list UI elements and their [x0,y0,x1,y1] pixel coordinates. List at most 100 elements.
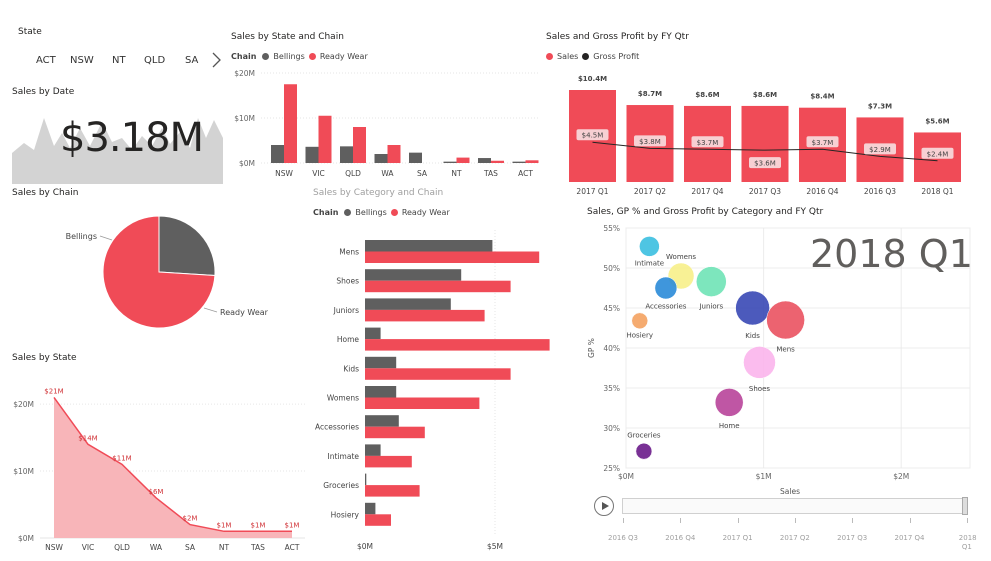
data-label-gp: $3.6M [754,160,776,168]
scatter-label: Mens [776,346,795,354]
scatter-title: Sales, GP % and Gross Profit by Category… [587,207,824,217]
data-label-sales: $10.4M [578,75,607,83]
scatter-label: Home [719,422,740,430]
x-tick-label: NSW [275,169,293,178]
sales-by-state-area-chart: $0M $10M $20M $21M NSW $14M VIC $11M QLD $6M WA $2M… [13,387,305,552]
data-label-gp: $3.7M [812,139,834,147]
scatter-point-groceries [635,442,653,460]
data-label-gp: $4.5M [582,132,604,140]
data-label: $1M [285,521,300,529]
legend-dot-sales [546,53,553,60]
x-tick-label: NSW [45,543,63,552]
category-title: Sales by Category and Chain [313,188,444,198]
bar-bellings [512,161,526,163]
data-label-sales: $8.6M [695,91,719,99]
state-chain-title: Sales by State and Chain [231,32,344,42]
play-axis-tick-label: 2017 Q2 [779,534,810,542]
bar-bellings [305,146,319,163]
legend-gp: Gross Profit [593,52,640,61]
y-tick-label: Accessories [315,423,359,432]
legend-bellings: Bellings [273,52,305,61]
bar-ready-wear [365,280,511,293]
legend-dot-bellings [262,53,270,60]
y-tick-label: 50% [603,264,620,273]
data-label-gp: $3.8M [639,138,661,146]
data-label: $2M [183,515,198,523]
sales-by-chain-pie: Bellings Ready Wear [66,215,269,329]
play-axis-tick-label: 2018 Q1 [958,534,977,551]
state-slicer-title: State [18,27,42,37]
play-axis-tick-label: 2017 Q4 [894,534,925,542]
legend-label: Chain [231,52,257,61]
y-tick-label: Home [337,335,360,344]
y-tick-label: Shoes [336,277,359,286]
play-axis-tick [794,518,796,523]
sales-by-date-sparkline [12,118,223,184]
category-legend: Chain Bellings Ready Wear [313,208,450,217]
data-label-bg [634,135,666,147]
play-axis-handle[interactable] [962,497,968,515]
play-axis-tick [623,518,624,523]
bar-ready-wear [365,339,550,351]
data-label-gp: $3.7M [697,139,719,147]
y-axis-title: GP % [587,338,596,358]
scatter-point-intimate [639,236,660,257]
fyqtr-title: Sales and Gross Profit by FY Qtr [546,32,689,42]
bar-ready-wear [491,160,504,163]
sales-by-date-title: Sales by Date [12,87,75,97]
sales-by-chain-title: Sales by Chain [12,188,79,198]
legend-bellings: Bellings [355,208,387,217]
y-tick-label: 40% [603,344,620,353]
legend-dot-gp [582,53,590,60]
slicer-item-nt[interactable]: NT [112,55,126,66]
slicer-item-sa[interactable]: SA [185,55,199,66]
x-tick-label: $2M [893,472,909,481]
slicer-item-nsw[interactable]: NSW [70,55,94,66]
bar-ready-wear [365,514,391,526]
scatter-point-shoes [743,346,776,379]
play-axis-tick [680,518,682,523]
data-label-gp: $2.9M [869,146,891,154]
bar-sales [741,105,789,182]
scatter-point-hosiery [631,312,649,330]
x-tick-label: SA [185,543,196,552]
play-button[interactable] [594,496,614,516]
legend-readywear: Ready Wear [319,52,368,61]
gp-line [592,141,938,162]
data-label-sales: $8.6M [753,91,777,99]
y-tick-label: $20M [13,400,34,409]
bar-ready-wear [365,455,412,468]
state-chain-bar-chart: $0M $10M $20M NSW VIC QLD WA SA NT TAS ACT [234,69,540,178]
scatter-label: Groceries [627,432,661,440]
x-axis-title: Sales [780,487,800,496]
scatter-chart: 25% 30% 35% 40% 45% 50% 55% $0M $1M $2M Sales GP % I… [587,224,971,496]
slicer-item-qld[interactable]: QLD [144,55,166,66]
play-axis-tick [966,518,968,523]
chevron-right-icon[interactable] [210,51,222,69]
bar-bellings [365,386,397,398]
slicer-item-act[interactable]: ACT [36,55,56,66]
fyqtr-combo-chart: $10.4M 2017 Q1 $8.7M 2017 Q2 $8.6M 2017 Q4 $8.… [569,75,961,196]
bar-ready-wear [365,251,540,263]
bar-ready-wear [387,145,401,163]
sparkline-area [12,118,223,184]
bar-ready-wear [365,426,425,439]
y-tick-label: $20M [234,69,255,78]
scatter-point-accessories [654,276,678,300]
scatter-current-period: 2018 Q1 [810,232,973,276]
bar-bellings [365,502,376,515]
y-tick-label: Mens [339,248,359,257]
sales-by-state-title: Sales by State [12,353,77,363]
play-axis-tick [852,518,854,523]
bar-bellings [409,152,422,163]
pie-slice-ready-wear [102,215,216,329]
y-tick-label: Hosiery [331,510,360,519]
y-tick-label: 55% [603,224,620,233]
y-tick-label: 35% [603,384,620,393]
data-label-sales: $8.7M [638,90,662,98]
bar-bellings [271,145,284,163]
play-axis-slider[interactable] [622,498,966,514]
data-label-sales: $8.4M [810,93,834,101]
bar-bellings [365,444,381,456]
x-tick-label: 2017 Q3 [749,187,781,196]
